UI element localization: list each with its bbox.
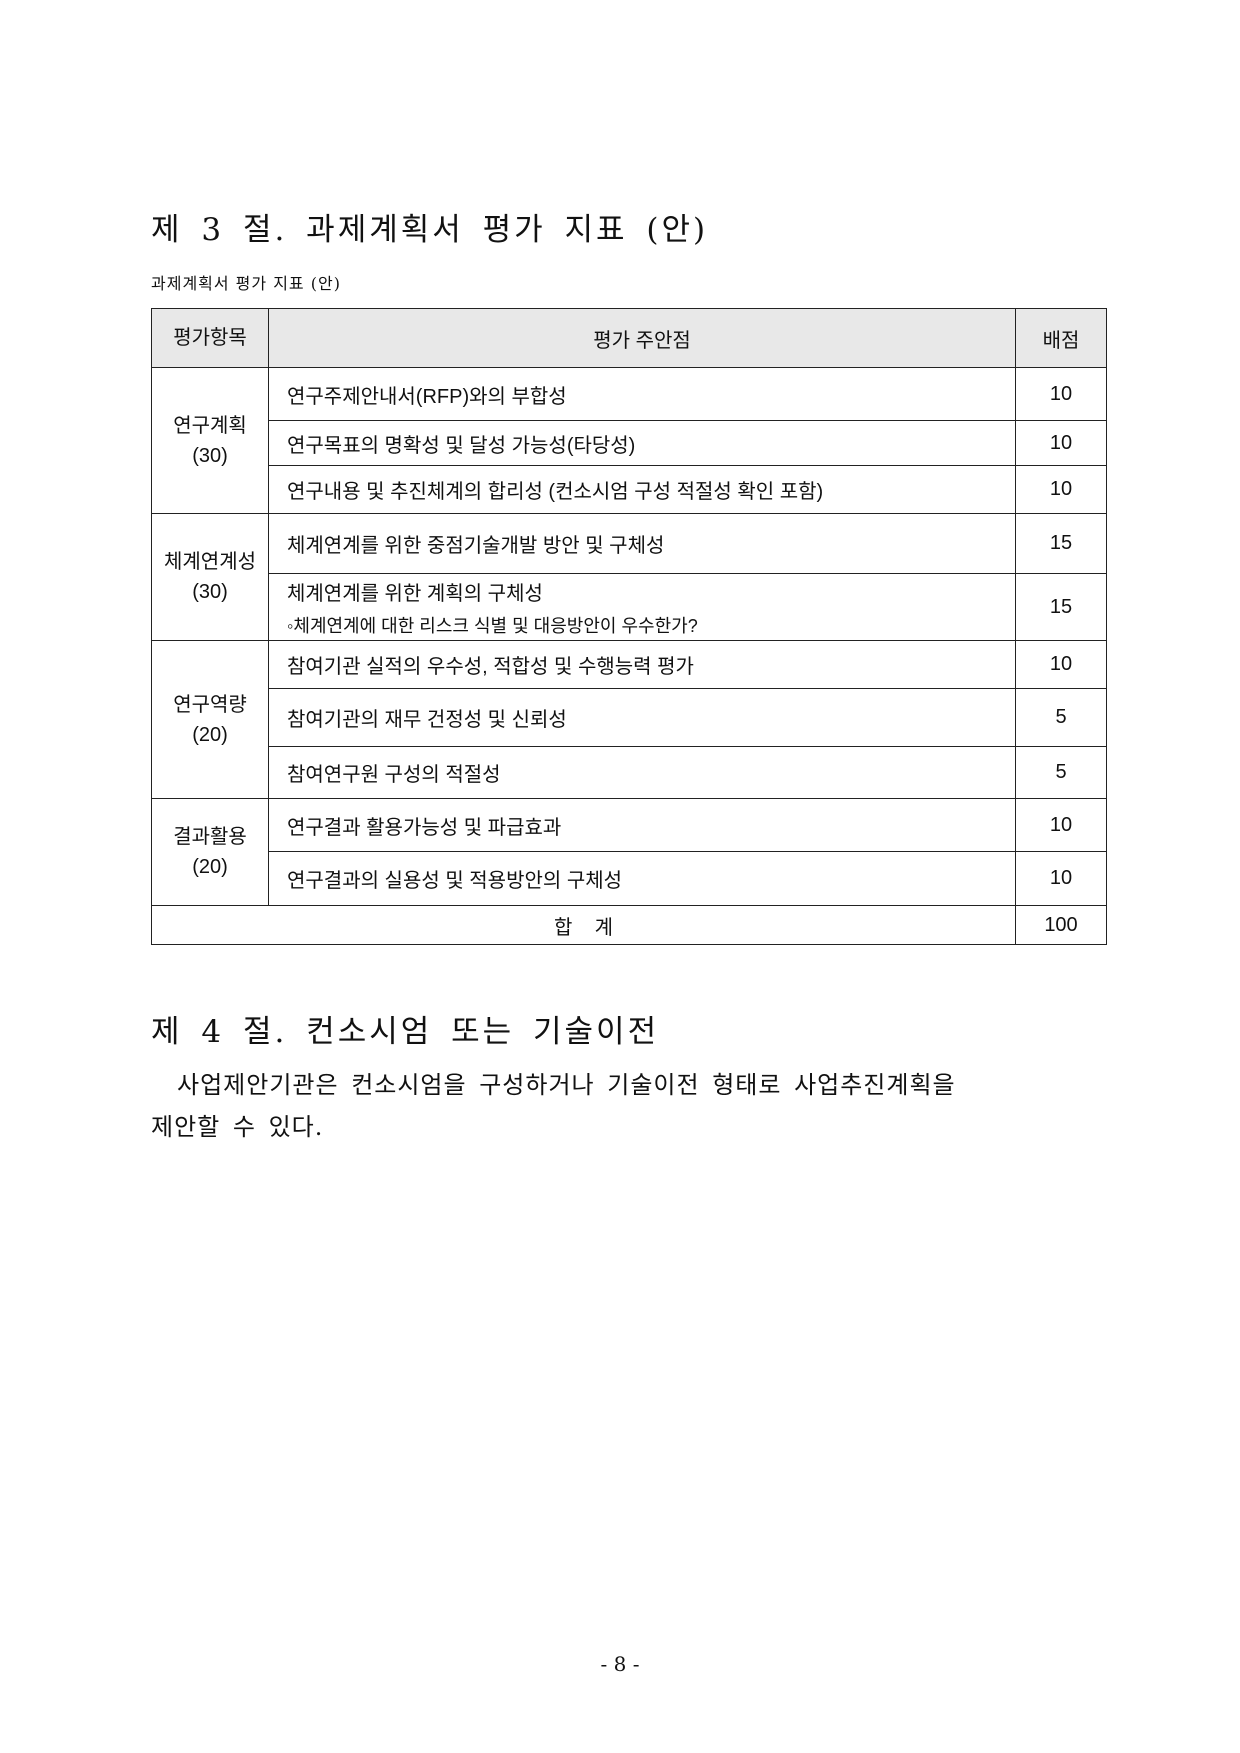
category-cell: 연구계획 (30)	[151, 367, 269, 514]
criteria-cell: 연구주제안내서(RFP)와의 부합성	[268, 367, 1016, 421]
score-cell: 10	[1015, 465, 1107, 514]
score-cell: 5	[1015, 688, 1107, 747]
total-label: 합 계	[151, 905, 1016, 945]
criteria-cell: 연구목표의 명확성 및 달성 가능성(타당성)	[268, 420, 1016, 466]
evaluation-table: 평가항목 평가 주안점 배점 연구계획 (30) 연구주제안내서(RFP)와의 부…	[151, 308, 1107, 945]
criteria-cell: 연구결과의 실용성 및 적용방안의 구체성	[268, 851, 1016, 906]
table-row: 연구역량 (20) 참여기관 실적의 우수성, 적합성 및 수행능력 평가 10	[151, 640, 1107, 799]
criteria-cell: 체계연계를 위한 중점기술개발 방안 및 구체성	[268, 513, 1016, 574]
score-cell: 10	[1015, 640, 1107, 689]
score-cell: 15	[1015, 513, 1107, 574]
table-row: 참여연구원 구성의 적절성 5	[152, 746, 1107, 799]
table-row: 연구목표의 명확성 및 달성 가능성(타당성) 10	[152, 420, 1107, 466]
total-score: 100	[1015, 905, 1107, 945]
table-header-row: 평가항목 평가 주안점 배점	[151, 308, 1107, 368]
score-cell: 10	[1015, 420, 1107, 466]
page-number: - 8 -	[600, 1652, 640, 1676]
score-cell: 10	[1015, 367, 1107, 421]
table-row: 연구결과의 실용성 및 적용방안의 구체성 10	[152, 851, 1107, 906]
header-category: 평가항목	[151, 308, 269, 368]
score-cell: 5	[1015, 746, 1107, 799]
header-score: 배점	[1015, 308, 1107, 368]
body-paragraph-line-1: 사업제안기관은 컨소시엄을 구성하거나 기술이전 형태로 사업추진계획을	[177, 1071, 956, 1099]
table-row: 연구내용 및 추진체계의 합리성 (컨소시엄 구성 적절성 확인 포함) 10	[152, 465, 1107, 514]
section-3-heading: 제 3 절. 과제계획서 평가 지표 (안)	[151, 212, 709, 248]
total-row: 합 계 100	[151, 905, 1107, 945]
score-cell: 15	[1015, 573, 1107, 641]
body-paragraph-line-2: 제안할 수 있다.	[151, 1113, 324, 1141]
table-row: 참여기관의 재무 건정성 및 신뢰성 5	[152, 688, 1107, 747]
category-cell: 체계연계성 (30)	[151, 513, 269, 641]
table-row: 체계연계를 위한 계획의 구체성 ◦체계연계에 대한 리스크 식별 및 대응방안이…	[152, 573, 1107, 641]
score-cell: 10	[1015, 798, 1107, 852]
table-row: 결과활용 (20) 연구결과 활용가능성 및 파급효과 10	[151, 798, 1107, 906]
table-caption: 과제계획서 평가 지표 (안)	[151, 274, 341, 293]
criteria-sub-item: ◦체계연계에 대한 리스크 식별 및 대응방안이 우수한가?	[287, 615, 698, 636]
criteria-cell: 체계연계를 위한 계획의 구체성 ◦체계연계에 대한 리스크 식별 및 대응방안이…	[268, 573, 1016, 641]
category-cell: 연구역량 (20)	[151, 640, 269, 799]
category-cell: 결과활용 (20)	[151, 798, 269, 906]
table-row: 연구계획 (30) 연구주제안내서(RFP)와의 부합성 10	[151, 367, 1107, 514]
criteria-cell: 참여연구원 구성의 적절성	[268, 746, 1016, 799]
criteria-cell: 연구내용 및 추진체계의 합리성 (컨소시엄 구성 적절성 확인 포함)	[268, 465, 1016, 514]
table-row: 체계연계성 (30) 체계연계를 위한 중점기술개발 방안 및 구체성 15	[151, 513, 1107, 641]
score-cell: 10	[1015, 851, 1107, 906]
header-criteria: 평가 주안점	[268, 308, 1016, 368]
criteria-cell: 연구결과 활용가능성 및 파급효과	[268, 798, 1016, 852]
section-4-heading: 제 4 절. 컨소시엄 또는 기술이전	[151, 1014, 660, 1050]
criteria-cell: 참여기관 실적의 우수성, 적합성 및 수행능력 평가	[268, 640, 1016, 689]
criteria-cell: 참여기관의 재무 건정성 및 신뢰성	[268, 688, 1016, 747]
